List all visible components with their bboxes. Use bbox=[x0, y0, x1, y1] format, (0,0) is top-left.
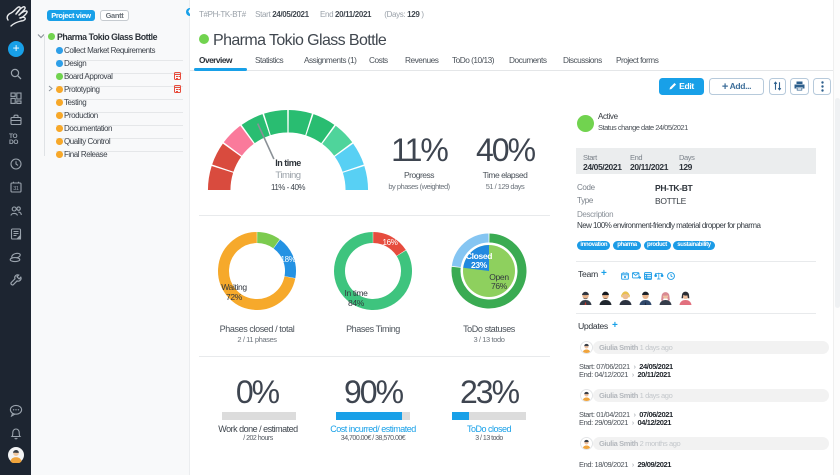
svg-text:31: 31 bbox=[13, 186, 19, 192]
